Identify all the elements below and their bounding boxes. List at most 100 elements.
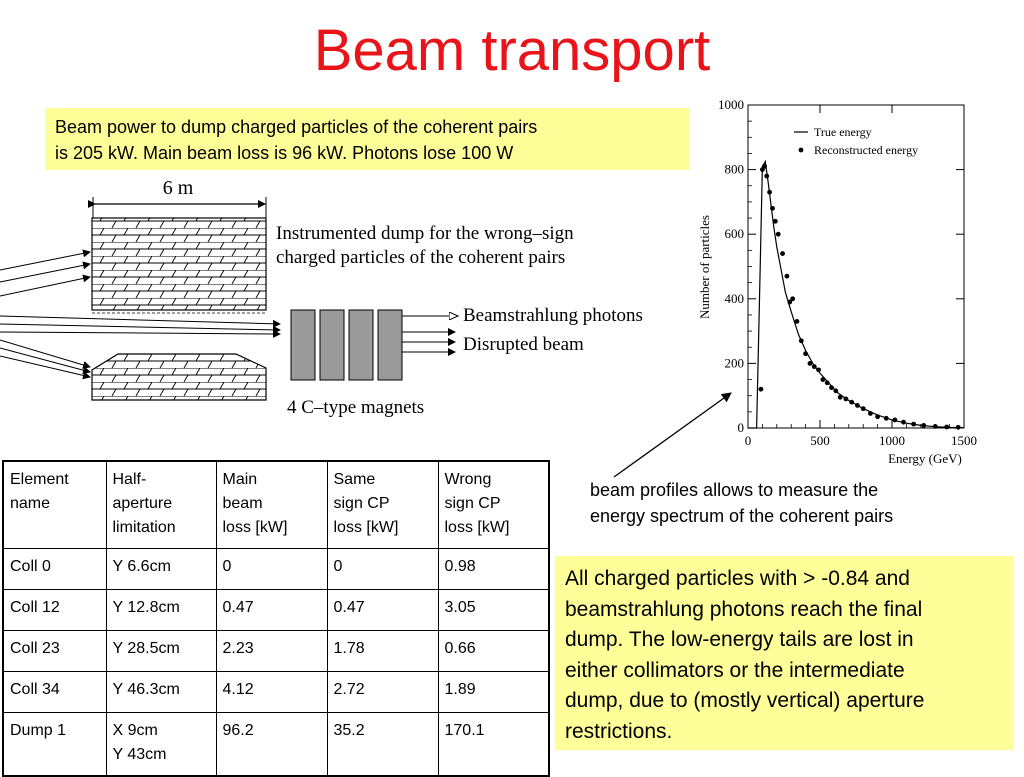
particles-note: All charged particles with > -0.84 and b… — [555, 556, 1014, 750]
table-cell: 35.2 — [326, 712, 439, 777]
legend: True energy Reconstructed energy — [794, 125, 918, 157]
x-tick-label: 500 — [810, 433, 830, 448]
table-cell: 0 — [215, 548, 328, 590]
table-cell: 0.47 — [215, 589, 328, 631]
y-tick-label: 1000 — [718, 97, 744, 112]
y-tick-label: 400 — [725, 291, 745, 306]
header-cell: Same sign CP loss [kW] — [326, 460, 439, 549]
reconstructed-energy-point — [932, 423, 938, 429]
reconstructed-energy-point — [883, 415, 889, 421]
reconstructed-energy-point — [901, 419, 906, 425]
y-axis-label: Number of particles — [697, 215, 712, 319]
reconstructed-energy-point — [764, 173, 770, 179]
reconstructed-energy-point — [944, 424, 950, 430]
reconstructed-energy-point — [790, 296, 796, 302]
table-cell: Coll 12 — [2, 589, 107, 631]
reconstructed-energy-point — [770, 205, 775, 211]
table-cell: Y 12.8cm — [105, 589, 217, 631]
table-row: Dump 1 X 9cm Y 43cm 96.2 35.2 170.1 — [2, 712, 550, 777]
c-type-magnet — [290, 309, 316, 381]
table-cell: 1.89 — [437, 671, 550, 713]
table-cell: 4.12 — [215, 671, 328, 713]
table-row: Coll 23 Y 28.5cm 2.23 1.78 0.66 — [2, 630, 550, 672]
x-tick-label: 1000 — [879, 433, 905, 448]
note-line: either collimators or the intermediate — [565, 658, 905, 682]
beam-dump-diagram: 6 m Instrumented dump for the wrong–sign… — [0, 177, 643, 418]
note-line: restrictions. — [565, 719, 673, 743]
header-cell: Wrong sign CP loss [kW] — [437, 460, 550, 549]
reconstructed-energy-point — [758, 386, 764, 392]
table-header-row: Element name Half-aperture limitation Main… — [2, 460, 550, 549]
reconstructed-energy-point — [860, 406, 866, 412]
legend-reconstructed-energy: Reconstructed energy — [814, 143, 918, 157]
table-cell: Dump 1 — [2, 712, 107, 777]
reconstructed-energy-point — [868, 411, 873, 416]
y-tick-label: 0 — [738, 420, 745, 435]
beam-power-note: Beam power to dump charged particles of … — [45, 108, 690, 170]
reconstructed-energy-point — [833, 388, 839, 394]
note-line: Beam power to dump charged particles of … — [55, 117, 538, 137]
reconstructed-energy-point — [911, 421, 916, 427]
note-line: dump. The low-energy tails are lost in — [565, 628, 914, 651]
reconstructed-energy-point — [921, 423, 927, 428]
x-tick-label: 1500 — [951, 433, 977, 448]
y-tick-label: 200 — [725, 355, 745, 370]
loss-table: Element name Half-aperture limitation Main… — [2, 460, 550, 777]
table-row: Coll 0 Y 6.6cm 0 0 0.98 — [2, 548, 550, 590]
caption-line: beam profiles allows to measure the — [590, 480, 879, 500]
table-cell: 0 — [326, 548, 439, 590]
lower-dump-block — [91, 353, 267, 401]
reconstructed-energy-point — [824, 380, 830, 386]
table-cell: 0.98 — [437, 548, 550, 590]
caption-line: energy spectrum of the coherent pairs — [590, 506, 894, 526]
note-line: All charged particles with > -0.84 and — [565, 567, 910, 590]
table-cell: Y 46.3cm — [105, 671, 217, 713]
plot-caption: beam profiles allows to measure the ener… — [590, 477, 1010, 529]
table-cell: Coll 34 — [2, 671, 107, 713]
reconstructed-energy-point — [775, 231, 781, 237]
header-cell: Main beam loss [kW] — [215, 460, 328, 549]
header-cell: Element name — [2, 460, 107, 549]
note-line: beamstrahlung photons reach the final — [565, 597, 923, 621]
reconstructed-energy-point — [892, 417, 898, 423]
table-cell: Coll 23 — [2, 630, 107, 672]
c-type-magnet — [319, 309, 345, 381]
reconstructed-energy-point — [816, 367, 821, 373]
x-axis-label: Energy (GeV) — [888, 451, 962, 466]
reconstructed-energy-point — [955, 424, 961, 430]
y-tick-label: 600 — [725, 226, 745, 241]
table-row: Coll 34 Y 46.3cm 4.12 2.72 1.89 — [2, 671, 550, 713]
table-cell: 1.78 — [326, 630, 439, 672]
reconstructed-energy-point — [772, 218, 778, 224]
true-energy-line — [748, 159, 965, 429]
c-type-magnet — [348, 309, 374, 381]
table-cell: Y 6.6cm — [105, 548, 217, 590]
reconstructed-energy-point — [855, 402, 860, 408]
table-cell: 170.1 — [437, 712, 550, 777]
photons-label: Beamstrahlung photons — [463, 305, 643, 326]
disrupted-beam-label: Disrupted beam — [463, 334, 584, 355]
upper-dump-block — [91, 217, 267, 311]
table-cell: 3.05 — [437, 589, 550, 631]
table-cell: 96.2 — [215, 712, 328, 777]
reconstructed-energy-point — [784, 273, 790, 279]
legend-true-energy: True energy — [814, 125, 872, 139]
length-label: 6 m — [163, 177, 194, 199]
reconstructed-energy-point — [820, 377, 826, 382]
reconstructed-energy-point — [829, 385, 834, 391]
reconstructed-energy-point — [849, 399, 855, 405]
table-cell: Coll 0 — [2, 548, 107, 590]
table-cell: X 9cm Y 43cm — [105, 712, 217, 777]
c-type-magnet — [377, 309, 403, 381]
reconstructed-energy-point — [762, 163, 767, 169]
reconstructed-energy-point — [780, 251, 785, 256]
reconstructed-energy-point — [811, 364, 817, 370]
reconstructed-energy-point — [787, 299, 793, 305]
x-tick-label: 0 — [745, 433, 752, 448]
note-line: is 205 kW. Main beam loss is 96 kW. Phot… — [55, 143, 514, 163]
reconstructed-energy-point — [803, 351, 808, 357]
table-cell: Y 28.5cm — [105, 630, 217, 672]
reconstructed-energy-point — [798, 338, 804, 344]
reconstructed-energy-point — [875, 414, 880, 420]
page-title: Beam transport — [313, 18, 711, 83]
